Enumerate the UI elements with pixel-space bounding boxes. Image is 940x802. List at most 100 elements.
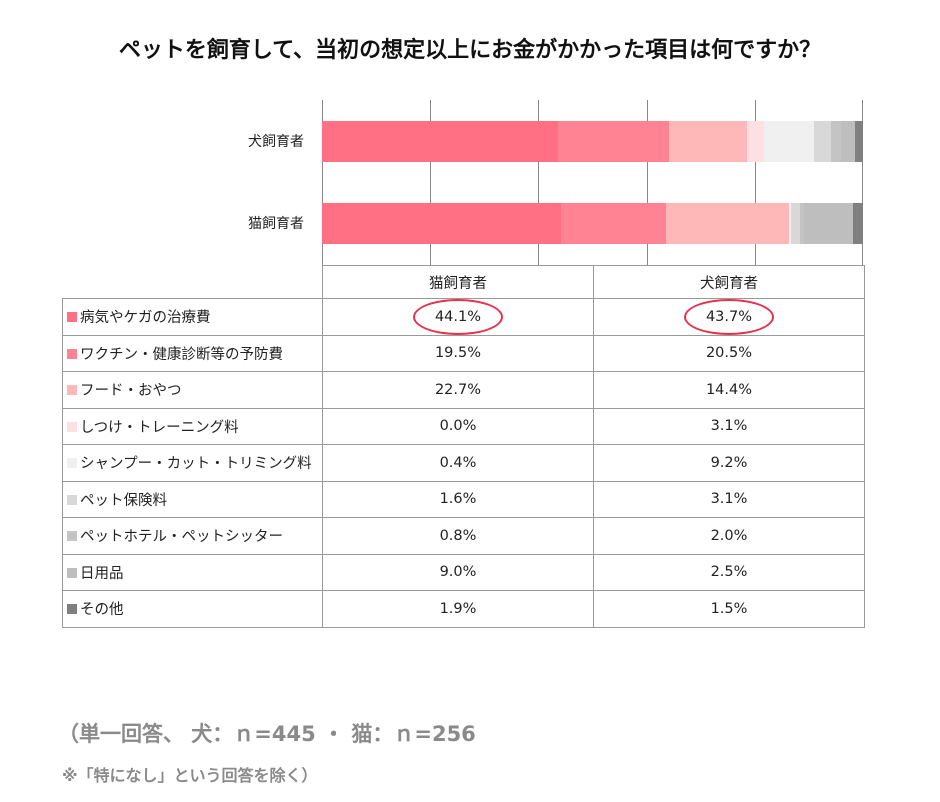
bar-segment — [830, 121, 842, 162]
gridline — [538, 100, 540, 265]
value-cell: 14.4% — [593, 371, 865, 409]
value-cell: 19.5% — [322, 334, 594, 372]
bar-segment — [791, 203, 800, 244]
gridline — [754, 100, 756, 265]
bar-segment — [666, 203, 789, 244]
legend-swatch — [67, 421, 77, 432]
value-cell: 44.1% — [322, 298, 594, 336]
value-label: 2.5% — [710, 564, 748, 581]
value-label: 1.6% — [439, 491, 477, 508]
bar-segment — [799, 203, 804, 244]
gridline — [430, 100, 432, 265]
series-name: ペットホテル・ペットシッター — [80, 529, 283, 546]
table-row: フード・おやつ 22.7% 14.4% — [62, 371, 865, 409]
value-label: 19.5% — [434, 345, 482, 362]
value-label: 0.4% — [439, 454, 477, 471]
legend-swatch — [67, 604, 77, 615]
value-cell: 1.5% — [593, 590, 865, 628]
legend-label: ワクチン・健康診断等の予防費 — [62, 334, 323, 372]
table-row: 病気やケガの治療費 44.1% 43.7% — [62, 298, 865, 336]
plot-area — [322, 100, 863, 265]
category-label: 犬飼育者 — [248, 134, 304, 150]
chart-title: ペットを飼育して、当初の想定以上にお金がかかった項目は何ですか？ — [118, 38, 822, 63]
legend-swatch — [67, 458, 77, 469]
series-name: 日用品 — [80, 565, 124, 582]
legend-swatch — [67, 531, 77, 542]
value-label: 22.7% — [434, 381, 482, 398]
value-cell: 20.5% — [593, 334, 865, 372]
series-name: その他 — [80, 602, 124, 619]
bar-segment — [804, 203, 853, 244]
table-row: ワクチン・健康診断等の予防費 19.5% 20.5% — [62, 334, 865, 372]
table-row: ペット保険料 1.6% 3.1% — [62, 480, 865, 518]
series-name: ワクチン・健康診断等の予防費 — [80, 346, 283, 363]
series-name: シャンプー・カット・トリミング料 — [80, 456, 312, 473]
table-row: しつけ・トレーニング料 0.0% 3.1% — [62, 407, 865, 445]
legend-label: ペットホテル・ペットシッター — [62, 517, 323, 555]
bar-segment — [322, 121, 559, 162]
value-cell: 9.0% — [322, 553, 594, 591]
value-cell: 1.6% — [322, 480, 594, 518]
legend-label: しつけ・トレーニング料 — [62, 407, 323, 445]
bar-segment — [813, 121, 831, 162]
bar-segment — [669, 121, 748, 162]
value-cell: 0.0% — [322, 407, 594, 445]
value-label: 0.0% — [439, 418, 477, 435]
series-name: フード・おやつ — [80, 383, 182, 400]
bar-0 — [322, 121, 863, 162]
highlight-circle — [684, 298, 774, 335]
highlight-circle — [413, 298, 503, 335]
value-cell: 43.7% — [593, 298, 865, 336]
bar-segment — [558, 121, 670, 162]
table-row: シャンプー・カット・トリミング料 0.4% 9.2% — [62, 444, 865, 482]
legend-label: 病気やケガの治療費 — [62, 298, 323, 336]
bar-segment — [763, 121, 814, 162]
bar-segment — [560, 203, 667, 244]
table-row: その他 1.9% 1.5% — [62, 590, 865, 628]
value-label: 1.9% — [439, 600, 477, 617]
table-row: 日用品 9.0% 2.5% — [62, 553, 865, 591]
column-header: 猫飼育者 — [322, 265, 594, 299]
series-name: 病気やケガの治療費 — [80, 310, 211, 327]
category-label: 猫飼育者 — [248, 216, 304, 232]
value-cell: 2.5% — [593, 553, 865, 591]
bar-segment — [854, 121, 863, 162]
value-cell: 9.2% — [593, 444, 865, 482]
value-label: 1.5% — [710, 600, 748, 617]
legend-swatch — [67, 348, 77, 359]
legend-swatch — [67, 567, 77, 578]
bar-segment — [322, 203, 561, 244]
legend-label: 日用品 — [62, 553, 323, 591]
bar-segment — [788, 203, 792, 244]
value-label: 3.1% — [710, 418, 748, 435]
value-cell: 3.1% — [593, 407, 865, 445]
value-cell: 0.8% — [322, 517, 594, 555]
series-name: しつけ・トレーニング料 — [80, 419, 239, 436]
bar-segment — [747, 121, 764, 162]
value-cell: 1.9% — [322, 590, 594, 628]
table-row: ペットホテル・ペットシッター 0.8% 2.0% — [62, 517, 865, 555]
legend-label: シャンプー・カット・トリミング料 — [62, 444, 323, 482]
value-label: 0.8% — [439, 527, 477, 544]
legend-swatch — [67, 494, 77, 505]
value-label: 3.1% — [710, 491, 748, 508]
value-cell: 2.0% — [593, 517, 865, 555]
footnote-exclusion: ※「特になし」という回答を除く） — [62, 766, 318, 785]
bar-segment — [852, 203, 863, 244]
value-label: 20.5% — [705, 345, 753, 362]
gridline — [322, 100, 323, 265]
legend-swatch — [67, 385, 77, 396]
value-label: 14.4% — [705, 381, 753, 398]
legend-label: フード・おやつ — [62, 371, 323, 409]
series-name: ペット保険料 — [80, 492, 167, 509]
bar-segment — [841, 121, 855, 162]
value-label: 9.2% — [710, 454, 748, 471]
column-header: 犬飼育者 — [593, 265, 865, 299]
footnote-sample: （単一回答、 犬：ｎ=445 ・ 猫：ｎ=256 — [58, 722, 476, 746]
gridline — [862, 100, 863, 265]
value-label: 9.0% — [439, 564, 477, 581]
bar-1 — [322, 203, 863, 244]
legend-swatch — [67, 312, 77, 323]
legend-label: その他 — [62, 590, 323, 628]
legend-label: ペット保険料 — [62, 480, 323, 518]
